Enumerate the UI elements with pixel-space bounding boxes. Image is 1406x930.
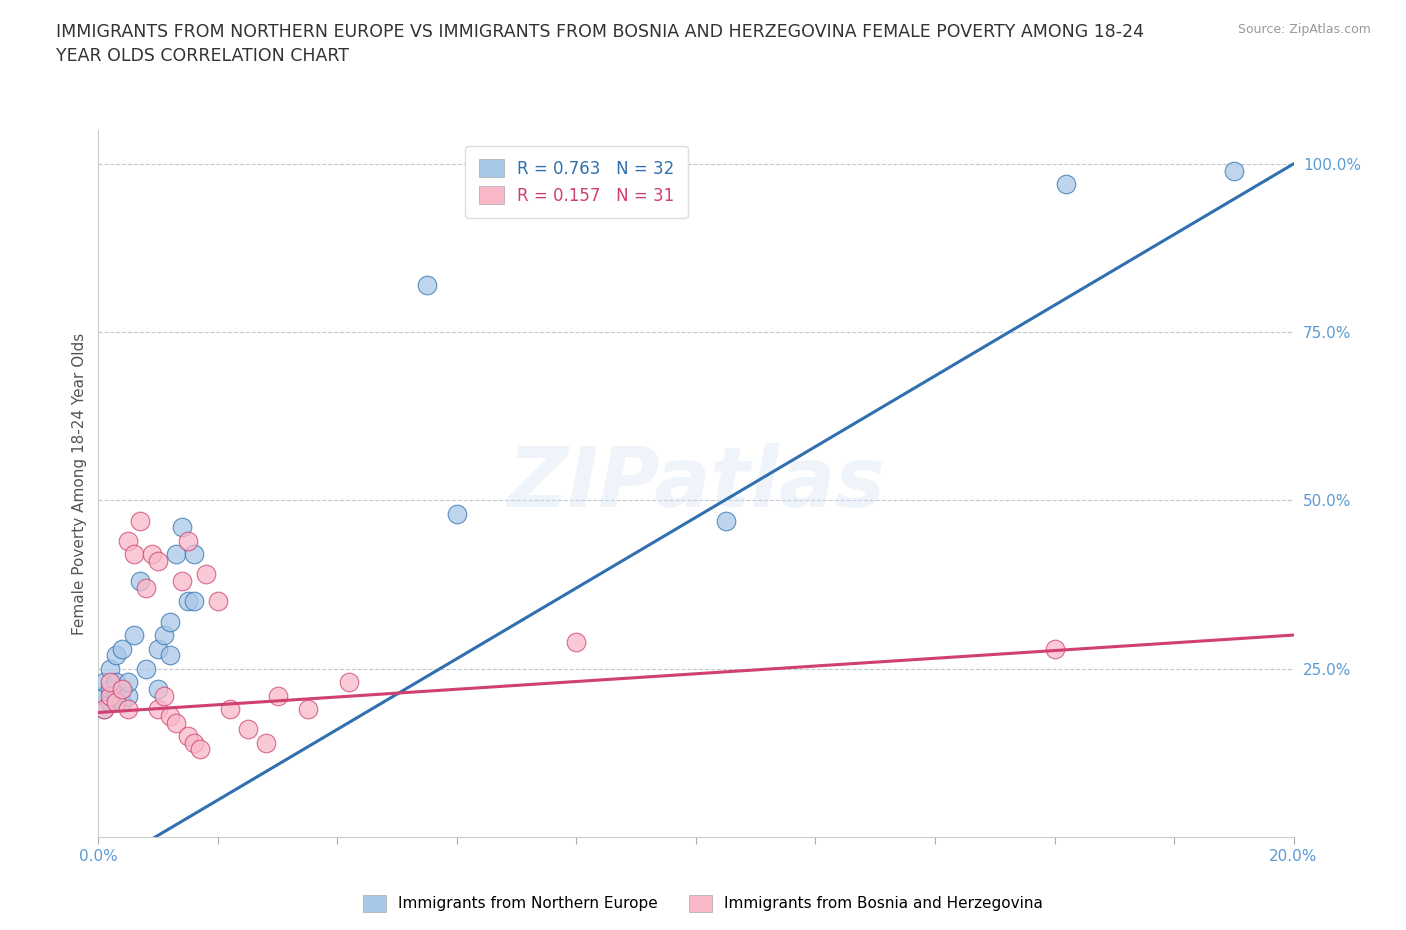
Point bbox=[267, 688, 290, 703]
Point bbox=[105, 648, 128, 663]
Point bbox=[93, 701, 115, 716]
Point bbox=[111, 641, 134, 656]
Point bbox=[148, 641, 170, 656]
Point bbox=[172, 574, 194, 589]
Point bbox=[153, 688, 176, 703]
Point bbox=[416, 277, 439, 292]
Point bbox=[195, 567, 218, 582]
Point bbox=[177, 728, 200, 743]
Point bbox=[159, 648, 181, 663]
Point bbox=[129, 574, 152, 589]
Point bbox=[236, 722, 259, 737]
Point bbox=[117, 675, 139, 690]
Point bbox=[1043, 641, 1066, 656]
Point bbox=[100, 661, 122, 676]
Point bbox=[183, 547, 205, 562]
Point bbox=[117, 701, 139, 716]
Point bbox=[565, 634, 588, 649]
Point bbox=[105, 688, 128, 703]
Point bbox=[159, 709, 181, 724]
Point bbox=[153, 628, 176, 643]
Point bbox=[135, 580, 157, 595]
Point bbox=[1223, 163, 1246, 178]
Point bbox=[159, 614, 181, 629]
Point bbox=[188, 742, 211, 757]
Point bbox=[117, 534, 139, 549]
Point bbox=[117, 688, 139, 703]
Point bbox=[1054, 177, 1078, 192]
Point bbox=[339, 675, 360, 690]
Point bbox=[93, 688, 115, 703]
Point bbox=[254, 736, 277, 751]
Point bbox=[183, 594, 205, 609]
Point bbox=[100, 675, 122, 690]
Y-axis label: Female Poverty Among 18-24 Year Olds: Female Poverty Among 18-24 Year Olds bbox=[72, 333, 87, 635]
Point bbox=[111, 682, 134, 697]
Point bbox=[124, 628, 146, 643]
Point bbox=[207, 594, 229, 609]
Point bbox=[105, 695, 128, 710]
Point bbox=[219, 701, 242, 716]
Point bbox=[714, 513, 737, 528]
Point bbox=[93, 701, 115, 716]
Point bbox=[148, 553, 170, 568]
Point bbox=[129, 513, 152, 528]
Point bbox=[148, 701, 170, 716]
Legend: R = 0.763   N = 32, R = 0.157   N = 31: R = 0.763 N = 32, R = 0.157 N = 31 bbox=[465, 146, 688, 218]
Point bbox=[135, 661, 157, 676]
Point bbox=[111, 695, 134, 710]
Point bbox=[100, 682, 122, 697]
Point bbox=[148, 682, 170, 697]
Legend: Immigrants from Northern Europe, Immigrants from Bosnia and Herzegovina: Immigrants from Northern Europe, Immigra… bbox=[357, 889, 1049, 918]
Point bbox=[165, 547, 187, 562]
Text: ZIPatlas: ZIPatlas bbox=[508, 443, 884, 525]
Text: IMMIGRANTS FROM NORTHERN EUROPE VS IMMIGRANTS FROM BOSNIA AND HERZEGOVINA FEMALE: IMMIGRANTS FROM NORTHERN EUROPE VS IMMIG… bbox=[56, 23, 1144, 65]
Point bbox=[172, 520, 194, 535]
Point bbox=[297, 701, 319, 716]
Point bbox=[111, 682, 134, 697]
Point bbox=[141, 547, 163, 562]
Point bbox=[93, 675, 115, 690]
Point bbox=[124, 547, 146, 562]
Point bbox=[105, 675, 128, 690]
Point bbox=[177, 534, 200, 549]
Point bbox=[446, 507, 468, 522]
Point bbox=[100, 695, 122, 710]
Point bbox=[177, 594, 200, 609]
Point bbox=[100, 688, 122, 703]
Text: Source: ZipAtlas.com: Source: ZipAtlas.com bbox=[1237, 23, 1371, 36]
Point bbox=[165, 715, 187, 730]
Point bbox=[183, 736, 205, 751]
